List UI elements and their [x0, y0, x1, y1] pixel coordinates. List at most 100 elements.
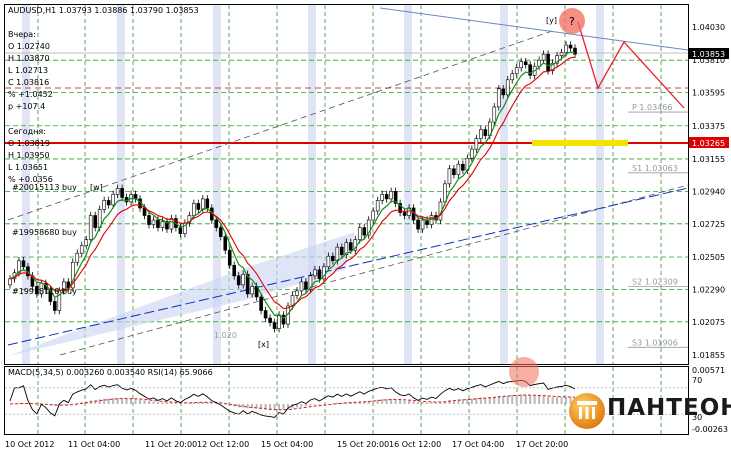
yesterday-label: Вчера:	[8, 30, 36, 39]
candle-body	[519, 61, 523, 69]
session-band	[308, 5, 316, 364]
candle-body	[528, 64, 532, 76]
candle-body	[111, 194, 115, 206]
candle-body	[308, 275, 313, 290]
candle-body	[79, 245, 84, 254]
yesterday-high: H 1.03870	[8, 54, 50, 63]
candle-body	[304, 281, 308, 290]
indicator-pane-frame	[4, 366, 689, 435]
candle-body	[501, 88, 506, 96]
candle-body	[335, 246, 340, 262]
today-open: O 1.03819	[8, 139, 50, 148]
candle-body	[492, 106, 497, 123]
symbol-header: AUDUSD,H1 1.03793 1.03886 1.03790 1.0385…	[8, 6, 199, 15]
candle-body	[510, 73, 515, 81]
candle-body	[322, 266, 326, 280]
candle-body	[218, 227, 223, 237]
candle-body	[456, 163, 461, 176]
channel-lower-line	[59, 184, 689, 356]
candle-body	[196, 203, 201, 210]
candle-body	[106, 200, 111, 206]
candle-body	[564, 44, 568, 53]
candle-body	[447, 168, 452, 185]
candle-body	[299, 281, 304, 292]
candle-body	[483, 129, 488, 136]
candle-body	[84, 239, 89, 246]
candle-body	[452, 168, 456, 176]
session-band	[117, 5, 125, 364]
candle-body	[357, 227, 362, 240]
price-tick-label: 1.01855	[692, 351, 725, 360]
session-band	[404, 5, 412, 364]
candle-body	[559, 52, 564, 56]
macd-signal-line	[9, 394, 576, 411]
time-tick-label: 17 Oct 04:00	[452, 440, 504, 449]
candle-body	[505, 79, 510, 96]
pivot-label: S1 1.03063	[632, 164, 678, 173]
session-band	[596, 5, 604, 364]
ma-slow-line	[9, 56, 576, 310]
pivot-label: S3 1.01906	[632, 338, 678, 347]
candle-body	[326, 255, 331, 268]
time-tick-label: 16 Oct 12:00	[389, 440, 441, 449]
pantheon-logo-text: ПАНТЕОН	[607, 395, 731, 421]
indicator-tick-min: -0.00263	[692, 425, 728, 434]
candle-body	[277, 314, 281, 329]
price-tick-label: 1.02290	[692, 285, 725, 294]
time-tick-label: 15 Oct 20:00	[337, 440, 389, 449]
candle-body	[331, 255, 335, 262]
candle-body	[227, 249, 232, 266]
candle-body	[573, 47, 577, 55]
candle-body	[537, 59, 541, 67]
trend-line-blue	[7, 187, 689, 346]
question-mark: ?	[569, 15, 575, 28]
candle-body	[201, 198, 205, 210]
candle-body	[366, 219, 371, 236]
price-tick-label: 1.02505	[692, 253, 725, 262]
price-tick-label: 1.04030	[692, 23, 725, 32]
info-panel: Вчера: O 1.02740 H 1.03870 L 1.02713 C 1…	[8, 30, 53, 184]
candle-body	[259, 296, 263, 311]
yesterday-close: C 1.03816	[8, 78, 49, 87]
session-band	[22, 5, 30, 364]
candle-body	[496, 88, 501, 108]
main-pane-frame	[4, 4, 689, 365]
price-tick-label: 1.03810	[692, 56, 725, 65]
price-tick-label: 1.03595	[692, 89, 725, 98]
pivot-label: S2 1.02309	[632, 278, 678, 287]
candle-body	[223, 236, 228, 251]
candle-body	[546, 53, 550, 72]
candle-body	[241, 274, 245, 286]
price-tick-label: 1.03155	[692, 155, 725, 164]
candle-body	[380, 194, 384, 201]
candle-body	[75, 252, 80, 263]
candle-body	[389, 191, 393, 200]
wave-label-w: [w]	[90, 183, 103, 192]
order-label-3: #19958118 buy	[12, 287, 77, 296]
time-tick-label: 17 Oct 20:00	[516, 440, 568, 449]
pivot-label: P 1.03466	[632, 103, 672, 112]
candle-body	[102, 200, 106, 210]
candle-body	[169, 218, 174, 230]
marked-level-tag	[689, 137, 729, 148]
candle-body	[514, 67, 519, 75]
candle-body	[236, 275, 241, 286]
pantheon-logo: ПАНТЕОН	[568, 390, 731, 436]
candle-body	[555, 55, 559, 64]
candle-body	[384, 194, 389, 200]
candle-body	[192, 203, 196, 216]
session-band	[500, 5, 508, 364]
candle-body	[344, 242, 349, 256]
today-label: Сегодня:	[8, 127, 46, 136]
candle-body	[470, 148, 474, 159]
candle-body	[461, 163, 465, 171]
candle-body	[568, 44, 573, 49]
trend-line-top	[379, 7, 689, 51]
candle-body	[250, 286, 254, 295]
pivot-levels: P 1.03466 S1 1.03063 S2 1.02309 S3 1.01906	[628, 103, 688, 348]
forecast-path	[577, 21, 685, 109]
candle-body	[93, 215, 97, 228]
candle-body	[268, 317, 272, 323]
candle-body	[393, 191, 398, 204]
